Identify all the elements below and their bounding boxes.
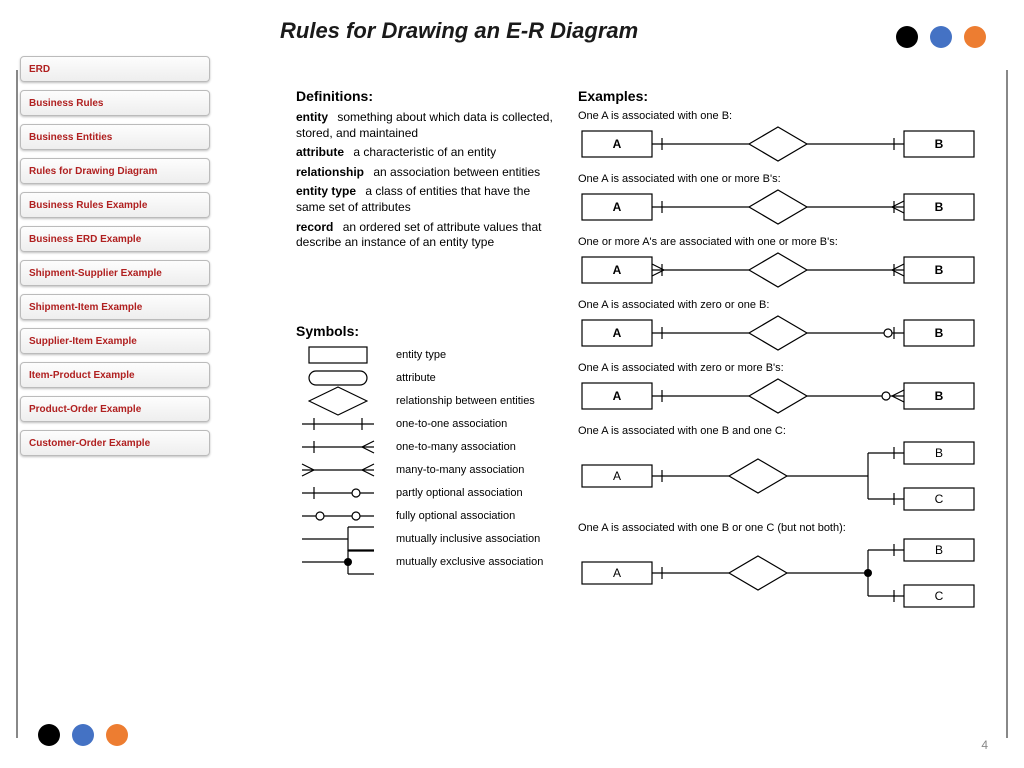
sidebar-item-business-rules[interactable]: Business Rules — [20, 90, 210, 116]
sidebar-item-supplier-item-example[interactable]: Supplier-Item Example — [20, 328, 210, 354]
sidebar-item-product-order-example[interactable]: Product-Order Example — [20, 396, 210, 422]
sidebar-item-business-erd-example[interactable]: Business ERD Example — [20, 226, 210, 252]
er-diagram: AB — [578, 376, 1008, 419]
examples-heading: Examples: — [578, 88, 1008, 104]
symbol-row: relationship between entities — [296, 391, 576, 411]
symbol-label: one-to-many association — [396, 441, 516, 453]
example-caption: One or more A's are associated with one … — [578, 236, 1008, 248]
symbol-icon — [296, 544, 380, 580]
sidebar-item-business-entities[interactable]: Business Entities — [20, 124, 210, 150]
svg-text:B: B — [935, 263, 944, 277]
symbol-row: many-to-many association — [296, 460, 576, 480]
symbol-icon — [296, 462, 380, 478]
dot-icon — [930, 26, 952, 48]
symbol-label: many-to-many association — [396, 464, 524, 476]
example-caption: One A is associated with zero or one B: — [578, 299, 1008, 311]
definition-item: entity something about which data is col… — [296, 110, 556, 141]
symbol-label: entity type — [396, 349, 446, 361]
svg-text:A: A — [613, 137, 622, 151]
svg-text:B: B — [935, 200, 944, 214]
sidebar-item-shipment-item-example[interactable]: Shipment-Item Example — [20, 294, 210, 320]
dot-icon — [38, 724, 60, 746]
example-caption: One A is associated with one B or one C … — [578, 522, 1008, 534]
sidebar: ERD Business Rules Business Entities Rules … — [20, 56, 220, 456]
symbols-heading: Symbols: — [296, 323, 576, 339]
decor-dots-bottom — [38, 724, 128, 746]
symbol-label: mutually inclusive association — [396, 533, 540, 545]
symbol-label: fully optional association — [396, 510, 515, 522]
symbol-icon — [296, 485, 380, 501]
definitions-panel: Definitions: entity something about whic… — [296, 88, 556, 255]
symbol-icon — [296, 416, 380, 432]
sidebar-item-shipment-supplier-example[interactable]: Shipment-Supplier Example — [20, 260, 210, 286]
example-caption: One A is associated with one B: — [578, 110, 1008, 122]
decor-bar-left — [16, 70, 18, 738]
symbol-label: one-to-one association — [396, 418, 507, 430]
sidebar-item-erd[interactable]: ERD — [20, 56, 210, 82]
symbol-icon — [296, 439, 380, 455]
sidebar-item-item-product-example[interactable]: Item-Product Example — [20, 362, 210, 388]
example-caption: One A is associated with one B and one C… — [578, 425, 1008, 437]
example-caption: One A is associated with one or more B's… — [578, 173, 1008, 185]
svg-text:B: B — [935, 446, 943, 460]
svg-text:C: C — [935, 589, 944, 603]
er-diagram: AB — [578, 124, 1008, 167]
symbol-icon — [296, 386, 380, 416]
symbols-panel: Symbols: entity type attribute relationshi… — [296, 323, 576, 575]
definition-item: entity type a class of entities that hav… — [296, 184, 556, 215]
dot-icon — [964, 26, 986, 48]
symbol-row: one-to-many association — [296, 437, 576, 457]
svg-text:A: A — [613, 263, 622, 277]
page-number: 4 — [981, 738, 988, 752]
svg-text:B: B — [935, 326, 944, 340]
symbol-label: partly optional association — [396, 487, 523, 499]
definitions-heading: Definitions: — [296, 88, 556, 104]
sidebar-item-rules-for-drawing-diagram[interactable]: Rules for Drawing Diagram — [20, 158, 210, 184]
sidebar-item-business-rules-example[interactable]: Business Rules Example — [20, 192, 210, 218]
symbol-row: mutually exclusive association — [296, 552, 576, 572]
svg-text:A: A — [613, 469, 621, 483]
decor-dots-top — [896, 26, 986, 48]
er-diagram: AB — [578, 313, 1008, 356]
symbol-label: relationship between entities — [396, 395, 535, 407]
symbol-row: entity type — [296, 345, 576, 365]
er-diagram: AB — [578, 250, 1008, 293]
symbol-row: one-to-one association — [296, 414, 576, 434]
er-diagram: A B C — [578, 536, 1008, 613]
svg-text:A: A — [613, 200, 622, 214]
dot-icon — [106, 724, 128, 746]
symbol-row: partly optional association — [296, 483, 576, 503]
svg-text:B: B — [935, 389, 944, 403]
er-diagram: A B C — [578, 439, 1008, 516]
svg-text:B: B — [935, 137, 944, 151]
page-title: Rules for Drawing an E-R Diagram — [280, 18, 638, 44]
definition-item: relationship an association between enti… — [296, 165, 556, 181]
symbol-label: attribute — [396, 372, 436, 384]
symbol-label: mutually exclusive association — [396, 556, 543, 568]
svg-text:B: B — [935, 543, 943, 557]
svg-text:A: A — [613, 566, 621, 580]
definition-item: attribute a characteristic of an entity — [296, 145, 556, 161]
svg-text:C: C — [935, 492, 944, 506]
symbol-icon — [296, 346, 380, 364]
dot-icon — [72, 724, 94, 746]
sidebar-item-customer-order-example[interactable]: Customer-Order Example — [20, 430, 210, 456]
definition-item: record an ordered set of attribute value… — [296, 220, 556, 251]
dot-icon — [896, 26, 918, 48]
er-diagram: AB — [578, 187, 1008, 230]
example-caption: One A is associated with zero or more B'… — [578, 362, 1008, 374]
svg-text:A: A — [613, 389, 622, 403]
examples-panel: Examples: One A is associated with one B… — [578, 88, 1008, 613]
symbol-icon — [296, 370, 380, 386]
symbol-row: attribute — [296, 368, 576, 388]
svg-text:A: A — [613, 326, 622, 340]
